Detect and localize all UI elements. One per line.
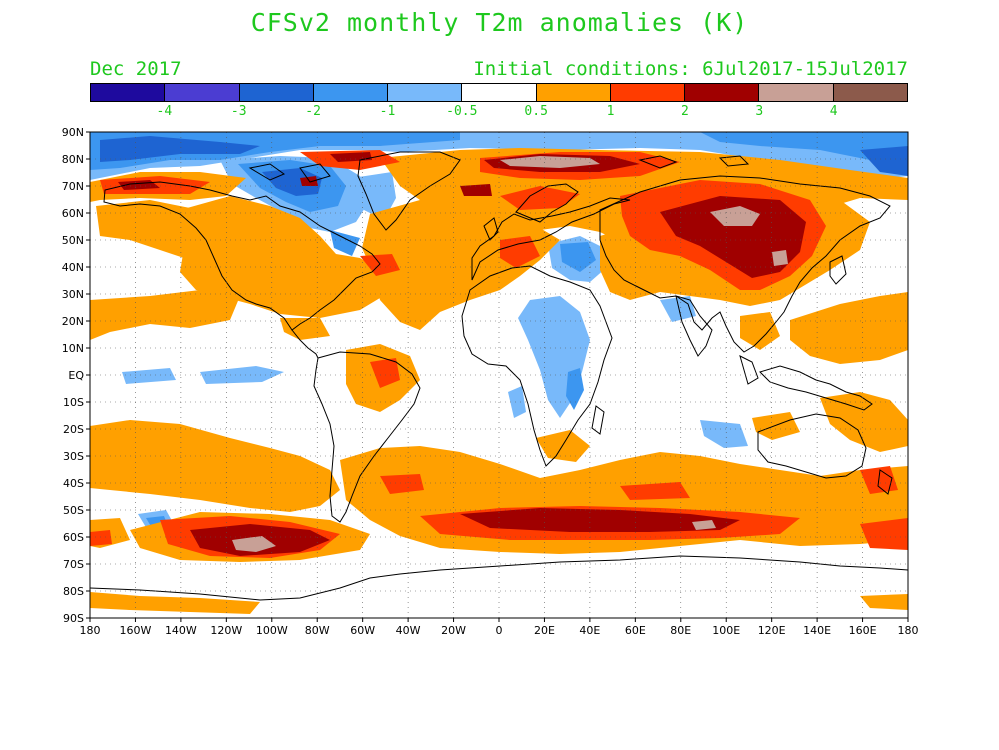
colorbar-swatch (165, 84, 240, 101)
lon-label: 140E (803, 624, 831, 637)
lon-label: 40E (579, 624, 600, 637)
lat-label: 30N (62, 288, 84, 301)
colorbar-tick-label: 4 (829, 104, 838, 119)
colorbar (90, 83, 908, 102)
lon-label: 120E (758, 624, 786, 637)
colorbar-tick-label: -2 (305, 104, 321, 119)
lat-label: 40N (62, 261, 84, 274)
lon-label: 20W (441, 624, 466, 637)
colorbar-swatch (239, 84, 314, 101)
lat-label: 90S (63, 612, 84, 625)
axis-ticks (86, 131, 909, 622)
lat-label: 80S (63, 585, 84, 598)
colorbar-tick-label: 1 (606, 104, 615, 119)
lat-label: 60S (63, 531, 84, 544)
lon-label: 20E (534, 624, 555, 637)
latitude-labels: 90N 80N 70N 60N 50N 40N 30N 20N 10N EQ 10S 20S 30S 40… (62, 126, 85, 625)
lat-label: 30S (63, 450, 84, 463)
colorbar-tick-label: 0.5 (524, 104, 548, 119)
lat-label: 90N (62, 126, 84, 139)
lat-label: EQ (68, 369, 84, 382)
lon-label: 80W (305, 624, 330, 637)
lon-label: 180 (80, 624, 101, 637)
lat-label: 10S (63, 396, 84, 409)
colorbar-swatch (388, 84, 463, 101)
lon-label: 40W (396, 624, 421, 637)
colorbar-tick-label: -1 (379, 104, 396, 119)
lon-label: 100W (256, 624, 288, 637)
coastlines (90, 151, 908, 601)
lat-label: 80N (62, 153, 84, 166)
colorbar-swatch (91, 84, 166, 101)
lon-label: 160W (120, 624, 152, 637)
lon-label: 140W (165, 624, 197, 637)
colorbar-tick-label: 2 (680, 104, 689, 119)
colorbar-swatch (759, 84, 834, 101)
lon-label: 60E (625, 624, 646, 637)
colorbar-tick-label: -3 (230, 104, 247, 119)
lon-label: 100E (712, 624, 740, 637)
lat-lon-grid (90, 132, 908, 618)
colorbar-tick-label: 3 (755, 104, 764, 119)
lat-label: 70S (63, 558, 84, 571)
colorbar-swatch (536, 84, 611, 101)
valid-month-label: Dec 2017 (90, 58, 182, 80)
lon-label: 80E (670, 624, 691, 637)
lat-label: 50N (62, 234, 84, 247)
lon-label: 160E (849, 624, 877, 637)
lat-label: 60N (62, 207, 84, 220)
lon-label: 0 (496, 624, 503, 637)
colorbar-swatch (462, 84, 537, 101)
anomaly-field-warm-very-strong (118, 152, 806, 556)
colorbar-swatch (313, 84, 389, 101)
lon-label: 60W (350, 624, 375, 637)
lat-label: 70N (62, 180, 84, 193)
colorbar-swatch (685, 84, 760, 101)
lat-label: 20N (62, 315, 84, 328)
lon-label: 120W (210, 624, 242, 637)
initial-conditions-label: Initial conditions: 6Jul2017-15Jul2017 (473, 58, 908, 80)
lat-label: 10N (62, 342, 84, 355)
lat-label: 40S (63, 477, 84, 490)
colorbar-tick-label: -0.5 (446, 104, 478, 119)
longitude-labels: 180 160W 140W 120W 100W 80W 60W 40W 20W 0 20E 40E 60… (80, 624, 919, 637)
lat-label: 20S (63, 423, 84, 436)
colorbar-swatch (610, 84, 686, 101)
map-title: CFSv2 monthly T2m anomalies (K) (250, 8, 749, 37)
colorbar-tick-label: -4 (156, 104, 173, 119)
colorbar-swatch (833, 84, 907, 101)
lat-label: 50S (63, 504, 84, 517)
lon-label: 180 (898, 624, 919, 637)
